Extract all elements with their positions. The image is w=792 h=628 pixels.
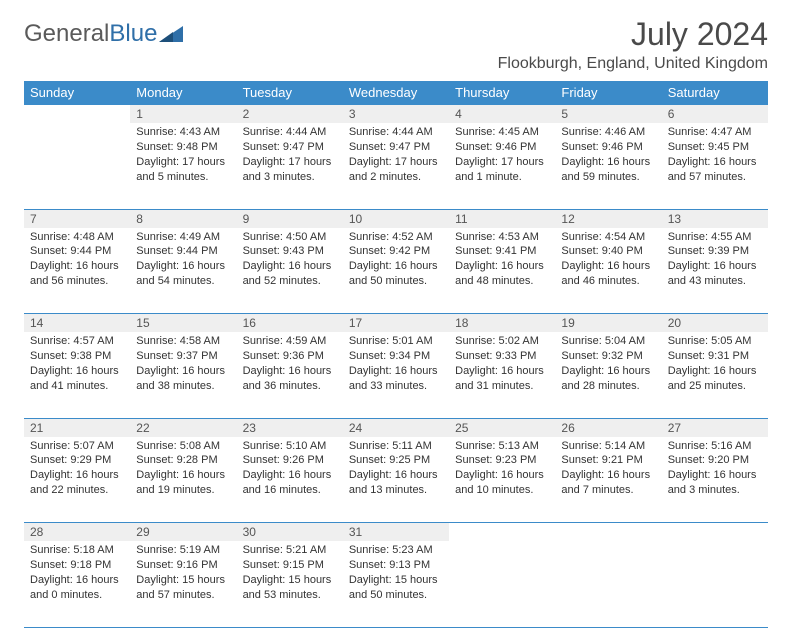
day-content-cell <box>662 541 768 627</box>
day-number-cell: 23 <box>237 418 343 437</box>
day-content-cell: Sunrise: 5:23 AMSunset: 9:13 PMDaylight:… <box>343 541 449 627</box>
day-number-cell: 18 <box>449 314 555 333</box>
day-content-cell <box>449 541 555 627</box>
daynum-row: 21222324252627 <box>24 418 768 437</box>
day-content-cell: Sunrise: 4:53 AMSunset: 9:41 PMDaylight:… <box>449 228 555 314</box>
day-number-cell: 20 <box>662 314 768 333</box>
day-content-cell <box>555 541 661 627</box>
day-content-cell: Sunrise: 5:08 AMSunset: 9:28 PMDaylight:… <box>130 437 236 523</box>
day-content-cell: Sunrise: 4:45 AMSunset: 9:46 PMDaylight:… <box>449 123 555 209</box>
header: GeneralBlue July 2024 Flookburgh, Englan… <box>24 16 768 73</box>
day-content-cell: Sunrise: 4:44 AMSunset: 9:47 PMDaylight:… <box>237 123 343 209</box>
day-content-cell: Sunrise: 5:10 AMSunset: 9:26 PMDaylight:… <box>237 437 343 523</box>
day-number-cell: 31 <box>343 523 449 542</box>
logo-text: GeneralBlue <box>24 20 157 48</box>
day-content-cell: Sunrise: 4:54 AMSunset: 9:40 PMDaylight:… <box>555 228 661 314</box>
day-content-cell: Sunrise: 4:48 AMSunset: 9:44 PMDaylight:… <box>24 228 130 314</box>
day-content-cell: Sunrise: 4:58 AMSunset: 9:37 PMDaylight:… <box>130 332 236 418</box>
day-content-cell: Sunrise: 5:05 AMSunset: 9:31 PMDaylight:… <box>662 332 768 418</box>
day-number-cell: 2 <box>237 105 343 124</box>
day-number-cell <box>555 523 661 542</box>
title-block: July 2024 Flookburgh, England, United Ki… <box>498 16 768 73</box>
day-content-cell: Sunrise: 5:11 AMSunset: 9:25 PMDaylight:… <box>343 437 449 523</box>
day-number-cell: 29 <box>130 523 236 542</box>
day-number-cell: 26 <box>555 418 661 437</box>
content-row: Sunrise: 4:57 AMSunset: 9:38 PMDaylight:… <box>24 332 768 418</box>
calendar-body: 123456Sunrise: 4:43 AMSunset: 9:48 PMDay… <box>24 105 768 628</box>
day-header: Tuesday <box>237 81 343 105</box>
day-number-cell <box>662 523 768 542</box>
content-row: Sunrise: 5:18 AMSunset: 9:18 PMDaylight:… <box>24 541 768 627</box>
day-content-cell: Sunrise: 4:57 AMSunset: 9:38 PMDaylight:… <box>24 332 130 418</box>
content-row: Sunrise: 4:43 AMSunset: 9:48 PMDaylight:… <box>24 123 768 209</box>
day-content-cell: Sunrise: 4:46 AMSunset: 9:46 PMDaylight:… <box>555 123 661 209</box>
content-row: Sunrise: 4:48 AMSunset: 9:44 PMDaylight:… <box>24 228 768 314</box>
day-content-cell: Sunrise: 5:19 AMSunset: 9:16 PMDaylight:… <box>130 541 236 627</box>
day-content-cell: Sunrise: 5:18 AMSunset: 9:18 PMDaylight:… <box>24 541 130 627</box>
day-header: Thursday <box>449 81 555 105</box>
day-content-cell: Sunrise: 5:07 AMSunset: 9:29 PMDaylight:… <box>24 437 130 523</box>
day-content-cell: Sunrise: 4:44 AMSunset: 9:47 PMDaylight:… <box>343 123 449 209</box>
day-number-cell: 4 <box>449 105 555 124</box>
day-content-cell: Sunrise: 5:01 AMSunset: 9:34 PMDaylight:… <box>343 332 449 418</box>
location: Flookburgh, England, United Kingdom <box>498 55 768 73</box>
daynum-row: 28293031 <box>24 523 768 542</box>
day-number-cell: 30 <box>237 523 343 542</box>
day-number-cell: 7 <box>24 209 130 228</box>
day-content-cell: Sunrise: 5:16 AMSunset: 9:20 PMDaylight:… <box>662 437 768 523</box>
day-number-cell: 27 <box>662 418 768 437</box>
day-content-cell: Sunrise: 5:21 AMSunset: 9:15 PMDaylight:… <box>237 541 343 627</box>
day-number-cell <box>449 523 555 542</box>
day-number-cell <box>24 105 130 124</box>
day-content-cell: Sunrise: 5:14 AMSunset: 9:21 PMDaylight:… <box>555 437 661 523</box>
logo-text-general: General <box>24 20 109 47</box>
day-number-cell: 1 <box>130 105 236 124</box>
day-content-cell: Sunrise: 4:43 AMSunset: 9:48 PMDaylight:… <box>130 123 236 209</box>
day-content-cell: Sunrise: 4:59 AMSunset: 9:36 PMDaylight:… <box>237 332 343 418</box>
day-number-cell: 25 <box>449 418 555 437</box>
day-content-cell: Sunrise: 5:04 AMSunset: 9:32 PMDaylight:… <box>555 332 661 418</box>
content-row: Sunrise: 5:07 AMSunset: 9:29 PMDaylight:… <box>24 437 768 523</box>
day-header: Monday <box>130 81 236 105</box>
day-number-cell: 22 <box>130 418 236 437</box>
daynum-row: 123456 <box>24 105 768 124</box>
day-number-cell: 17 <box>343 314 449 333</box>
day-content-cell: Sunrise: 4:55 AMSunset: 9:39 PMDaylight:… <box>662 228 768 314</box>
day-number-cell: 5 <box>555 105 661 124</box>
day-content-cell: Sunrise: 5:13 AMSunset: 9:23 PMDaylight:… <box>449 437 555 523</box>
day-number-cell: 24 <box>343 418 449 437</box>
day-number-cell: 10 <box>343 209 449 228</box>
day-number-cell: 14 <box>24 314 130 333</box>
day-number-cell: 19 <box>555 314 661 333</box>
day-number-cell: 28 <box>24 523 130 542</box>
day-number-cell: 21 <box>24 418 130 437</box>
day-content-cell: Sunrise: 4:47 AMSunset: 9:45 PMDaylight:… <box>662 123 768 209</box>
logo-text-blue: Blue <box>109 20 157 47</box>
day-header: Wednesday <box>343 81 449 105</box>
calendar-table: Sunday Monday Tuesday Wednesday Thursday… <box>24 81 768 628</box>
day-number-cell: 12 <box>555 209 661 228</box>
day-number-cell: 16 <box>237 314 343 333</box>
day-header: Sunday <box>24 81 130 105</box>
day-header-row: Sunday Monday Tuesday Wednesday Thursday… <box>24 81 768 105</box>
daynum-row: 14151617181920 <box>24 314 768 333</box>
month-title: July 2024 <box>498 16 768 53</box>
day-content-cell: Sunrise: 4:49 AMSunset: 9:44 PMDaylight:… <box>130 228 236 314</box>
day-number-cell: 3 <box>343 105 449 124</box>
logo: GeneralBlue <box>24 20 183 48</box>
logo-triangle-icon <box>159 24 183 44</box>
day-content-cell: Sunrise: 5:02 AMSunset: 9:33 PMDaylight:… <box>449 332 555 418</box>
day-header: Saturday <box>662 81 768 105</box>
day-number-cell: 8 <box>130 209 236 228</box>
day-content-cell: Sunrise: 4:52 AMSunset: 9:42 PMDaylight:… <box>343 228 449 314</box>
day-content-cell: Sunrise: 4:50 AMSunset: 9:43 PMDaylight:… <box>237 228 343 314</box>
day-content-cell <box>24 123 130 209</box>
day-number-cell: 9 <box>237 209 343 228</box>
day-number-cell: 13 <box>662 209 768 228</box>
day-header: Friday <box>555 81 661 105</box>
day-number-cell: 15 <box>130 314 236 333</box>
day-number-cell: 6 <box>662 105 768 124</box>
day-number-cell: 11 <box>449 209 555 228</box>
daynum-row: 78910111213 <box>24 209 768 228</box>
